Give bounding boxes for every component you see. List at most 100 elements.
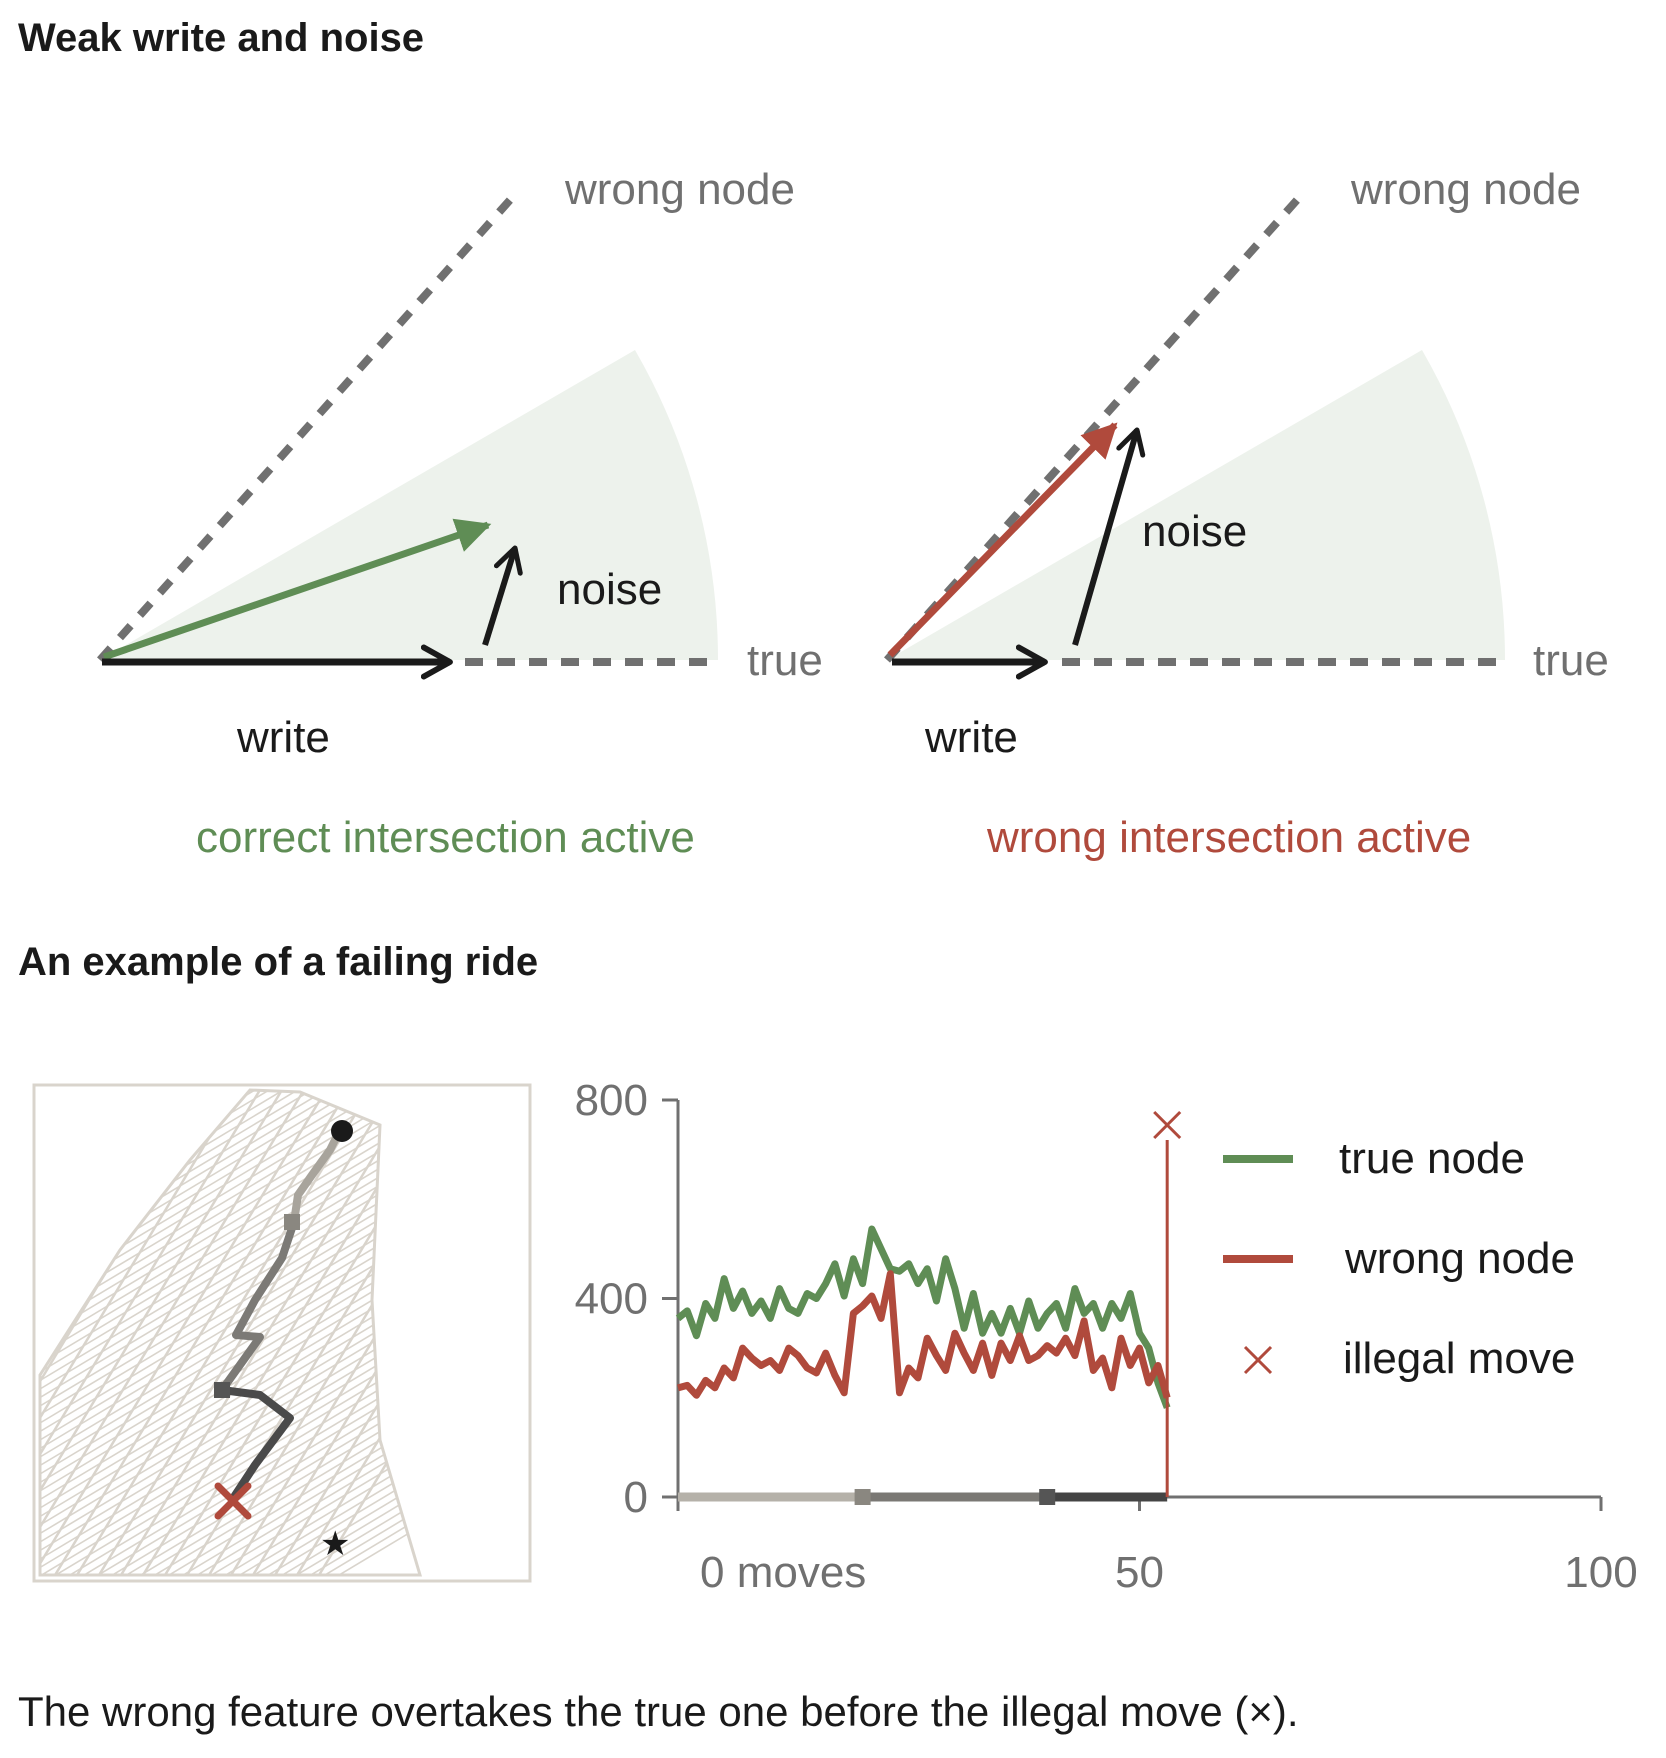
map-street: [40, 1090, 362, 1575]
map-street: [192, 1090, 420, 1575]
map-street: [40, 1270, 420, 1572]
illegal-move-marker: [214, 1482, 252, 1520]
map-street: [40, 1090, 420, 1275]
map-street: [236, 1090, 420, 1575]
map-street: [40, 1090, 420, 1385]
series-line-true-node: [675, 1225, 1171, 1409]
map-street: [40, 1185, 420, 1487]
true-label: true: [1533, 636, 1609, 685]
map-street: [40, 1363, 420, 1575]
map-street: [40, 1202, 420, 1504]
wrong-node-axis: [97, 197, 513, 663]
map-street: [40, 1287, 420, 1575]
wrong-node-label: wrong node: [1350, 165, 1581, 214]
activation-chart: 0 400 800 0 moves 50 100: [575, 1076, 1638, 1597]
map-street: [302, 1090, 420, 1575]
write-label: write: [236, 713, 330, 762]
map-outline: [38, 1088, 423, 1577]
map-street: [148, 1090, 420, 1575]
map-street: [40, 1210, 420, 1513]
legend: true node wrong node illegal move: [1223, 1134, 1575, 1383]
legend-wrong-label: wrong node: [1344, 1234, 1575, 1283]
map-street: [40, 1090, 420, 1292]
map-street: [40, 1338, 420, 1575]
true-label: true: [747, 636, 823, 685]
map-street: [40, 1090, 420, 1190]
map-street: [40, 1151, 420, 1453]
map-street: [40, 1090, 340, 1575]
legend-true-label: true node: [1339, 1134, 1525, 1183]
route-path-2: [218, 1220, 298, 1393]
map-street: [40, 1090, 420, 1317]
legend-illegal-label: illegal move: [1343, 1334, 1575, 1383]
map-street: [40, 1090, 230, 1575]
map-street: [170, 1090, 420, 1575]
map-street: [40, 1389, 420, 1575]
map-street: [40, 1380, 420, 1575]
write-label: write: [924, 713, 1018, 762]
y-tick-label: 800: [575, 1076, 648, 1125]
map-street: [40, 1372, 420, 1575]
map-street: [40, 1090, 252, 1575]
noise-label: noise: [1142, 507, 1247, 556]
map-street: [40, 1090, 420, 1181]
route-waypoint-marker: [854, 1489, 871, 1505]
noise-wedge: [887, 350, 1505, 660]
map-street: [40, 1090, 420, 1368]
route-start-marker: [331, 1120, 353, 1142]
map-street: [40, 1090, 164, 1575]
legend-illegal-icon: [1243, 1345, 1273, 1375]
noise-arrow: [1072, 427, 1146, 646]
map-street: [40, 1261, 420, 1564]
map-street: [40, 1090, 296, 1575]
map-street: [40, 1278, 420, 1575]
map-street: [40, 1159, 420, 1462]
map-street: [40, 1090, 420, 1377]
map-street: [40, 1100, 420, 1402]
figure-caption: The wrong feature overtakes the true one…: [18, 1688, 1299, 1735]
map-frame: [32, 1083, 532, 1583]
wrong-node-label: wrong node: [564, 165, 795, 214]
map-street: [104, 1090, 420, 1575]
y-tick-label: 400: [575, 1275, 648, 1324]
section-title-weak-write: Weak write and noise: [18, 16, 425, 60]
map-street: [60, 1090, 384, 1575]
map-street: [40, 1414, 420, 1575]
map-street: [40, 1090, 420, 1249]
map-street: [126, 1090, 420, 1575]
map-street: [40, 1397, 420, 1575]
map-street: [40, 1193, 420, 1496]
map-street: [40, 1117, 420, 1419]
map-street: [40, 1312, 420, 1575]
map-street: [40, 1090, 420, 1283]
map-street: [40, 1227, 420, 1530]
map-street: [40, 1176, 420, 1479]
noise-arrow: [482, 545, 523, 646]
vector-diagrams: wrong node true noise write correct inte…: [97, 165, 1609, 862]
map-street: [258, 1090, 420, 1575]
route-waypoint-marker: [1039, 1489, 1056, 1505]
route-waypoint: [284, 1214, 300, 1230]
correct-caption: correct intersection active: [196, 813, 695, 862]
result-arrow: [102, 518, 492, 661]
map-street: [40, 1090, 142, 1575]
x-tick-label: 0 moves: [700, 1548, 866, 1597]
map-street: [40, 1090, 420, 1334]
map-streets: [40, 1090, 420, 1575]
map-street: [40, 1423, 420, 1575]
noise-label: noise: [557, 565, 662, 614]
map-street: [40, 1304, 420, 1575]
map-street: [214, 1090, 420, 1575]
x-tick-label: 50: [1115, 1548, 1164, 1597]
map-street: [280, 1090, 420, 1575]
result-arrow: [887, 422, 1118, 658]
map-street: [40, 1244, 420, 1547]
map-street: [40, 1090, 274, 1575]
noise-wedge: [100, 350, 718, 660]
map-street: [40, 1236, 420, 1538]
map-street: [40, 1253, 420, 1555]
map-street: [40, 1090, 120, 1575]
map-street: [40, 1295, 420, 1575]
map-street: [40, 1125, 420, 1428]
map-street: [40, 1219, 420, 1521]
